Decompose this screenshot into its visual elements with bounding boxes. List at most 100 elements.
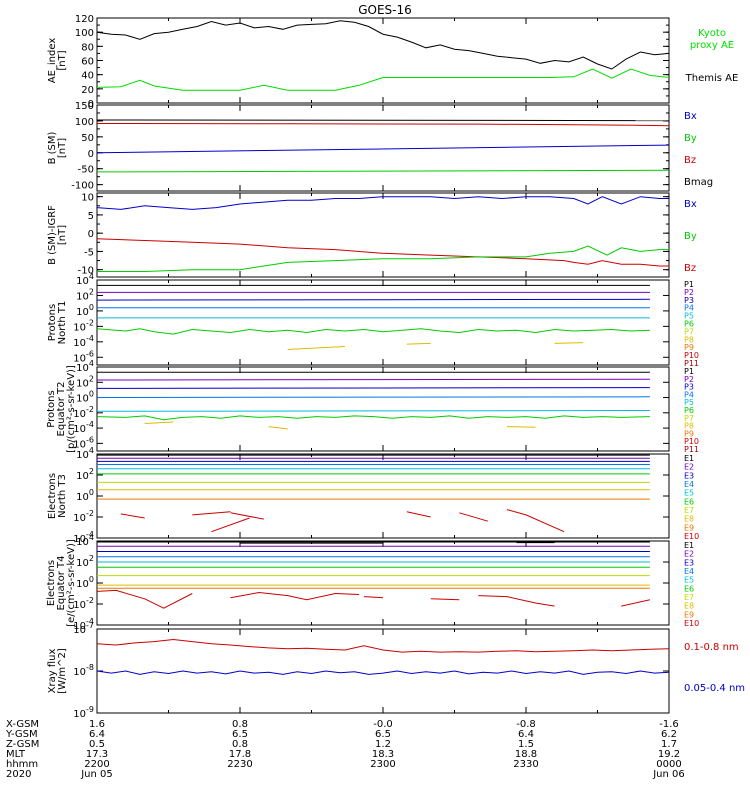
series-line xyxy=(406,511,431,518)
series-line xyxy=(554,342,584,344)
legend-label: P6 xyxy=(684,320,694,329)
y-tick-label: 100 xyxy=(75,28,94,39)
y-tick-label: 10-6 xyxy=(73,349,94,364)
series-line xyxy=(96,169,670,173)
legend-label: P4 xyxy=(684,304,694,313)
y-tick-label: 150 xyxy=(75,101,94,112)
panel-frame xyxy=(96,104,670,192)
ephemeris-value: 2330 xyxy=(513,759,538,770)
legend: Bx By Bz Bmag xyxy=(684,111,713,188)
series-bz xyxy=(96,123,670,127)
legend-label: proxy AE xyxy=(690,40,734,51)
y-tick-label: 10-2 xyxy=(73,596,94,611)
y-tick-label: 100 xyxy=(76,390,94,405)
legend-label: P1 xyxy=(684,280,694,289)
series-p7 xyxy=(144,421,536,430)
y-tick-label: 100 xyxy=(76,488,94,503)
series-0-1-0-8-nm xyxy=(96,638,670,653)
legend-label: 0.1-0.8 nm xyxy=(684,642,739,653)
ephemeris-value: 6.4 xyxy=(518,729,534,740)
series-bmag xyxy=(96,119,670,122)
y-axis-label: Electrons xyxy=(46,560,57,606)
ephemeris-value: 0.5 xyxy=(89,739,105,750)
legend-label: P3 xyxy=(684,383,694,392)
ephemeris-value: 18.3 xyxy=(372,749,394,760)
series-line xyxy=(96,144,670,154)
legend-label: P4 xyxy=(684,390,694,399)
ephemeris-value: 2200 xyxy=(84,759,109,770)
series-p7 xyxy=(287,342,584,350)
legend-label: E1 xyxy=(684,541,694,550)
legend-label: E3 xyxy=(684,558,694,567)
y-tick-label: 104 xyxy=(76,533,94,548)
series-line xyxy=(96,589,193,609)
series-line xyxy=(96,410,650,412)
panel-frame xyxy=(96,540,670,626)
ephemeris-value: 1.5 xyxy=(518,739,534,750)
y-axis-label: Xray flux xyxy=(47,649,58,694)
ephemeris-value: -0.0 xyxy=(373,719,393,730)
legend-label: E10 xyxy=(684,619,699,628)
y-tick-label: -100 xyxy=(71,181,94,192)
y-tick-label: -10 xyxy=(78,266,94,277)
legend-label: Bz xyxy=(684,263,696,274)
series-line xyxy=(96,328,650,335)
legend-label: E5 xyxy=(684,576,694,585)
y-tick-label: -5 xyxy=(84,247,94,258)
y-axis-label: [p/(cm²-s-sr-keV)] xyxy=(66,365,77,453)
panel-en: 104 102 100 10-2 10-4 Electrons North T3 E1E2E3… xyxy=(47,446,699,545)
legend-label: By xyxy=(684,231,697,242)
series-line xyxy=(268,426,288,430)
y-tick-label: 60 xyxy=(81,57,94,68)
series-0-05-0-4-nm xyxy=(96,670,670,675)
y-tick-label: 102 xyxy=(76,554,94,569)
legend-label: E8 xyxy=(684,602,694,611)
series-line xyxy=(406,342,431,345)
ephemeris-row-label: Z-GSM xyxy=(6,739,39,750)
y-tick-label: 10-2 xyxy=(73,509,94,524)
ephemeris-row-label: hhmm xyxy=(6,759,38,770)
legend-label: E3 xyxy=(684,471,694,480)
series-line xyxy=(96,238,669,267)
legend-label: P6 xyxy=(684,406,694,415)
series-p6 xyxy=(96,328,650,335)
y-tick-label: 10-4 xyxy=(73,617,94,632)
legend-label: P2 xyxy=(684,375,694,384)
y-axis-label: B (SM) xyxy=(47,131,58,164)
y-tick-label: 104 xyxy=(76,446,94,461)
series-line xyxy=(96,638,670,653)
y-tick-label: 10-2 xyxy=(73,405,94,420)
series-line xyxy=(96,670,670,675)
series-e1 xyxy=(97,541,650,544)
plot-title: GOES-16 xyxy=(358,3,412,17)
series-line xyxy=(120,513,145,519)
ephemeris-value: 2230 xyxy=(227,759,252,770)
series-line xyxy=(97,245,669,272)
y-tick-label: 10-7 xyxy=(73,621,94,636)
ephemeris-value: 6.4 xyxy=(89,729,105,740)
legend-label: E9 xyxy=(684,523,694,532)
series-p3 xyxy=(96,387,650,389)
series-bz xyxy=(96,238,669,267)
y-axis-label: [nT] xyxy=(57,50,68,70)
series-line xyxy=(96,20,670,70)
legend-label: P8 xyxy=(684,335,694,344)
legend: 0.1-0.8 nm 0.05-0.4 nm xyxy=(684,642,745,694)
y-tick-label: 20 xyxy=(81,85,94,96)
legend-label: P8 xyxy=(684,422,694,431)
series-p2 xyxy=(96,378,650,381)
legend-label: P11 xyxy=(684,445,699,454)
legend-label: E6 xyxy=(684,584,694,593)
series-line xyxy=(96,378,650,381)
series-line xyxy=(144,421,174,424)
legend-label: E2 xyxy=(684,463,694,472)
series-themis-ae xyxy=(96,20,670,70)
series-line xyxy=(459,512,489,522)
series-p6 xyxy=(96,415,650,421)
y-tick-label: 10-4 xyxy=(73,420,94,435)
